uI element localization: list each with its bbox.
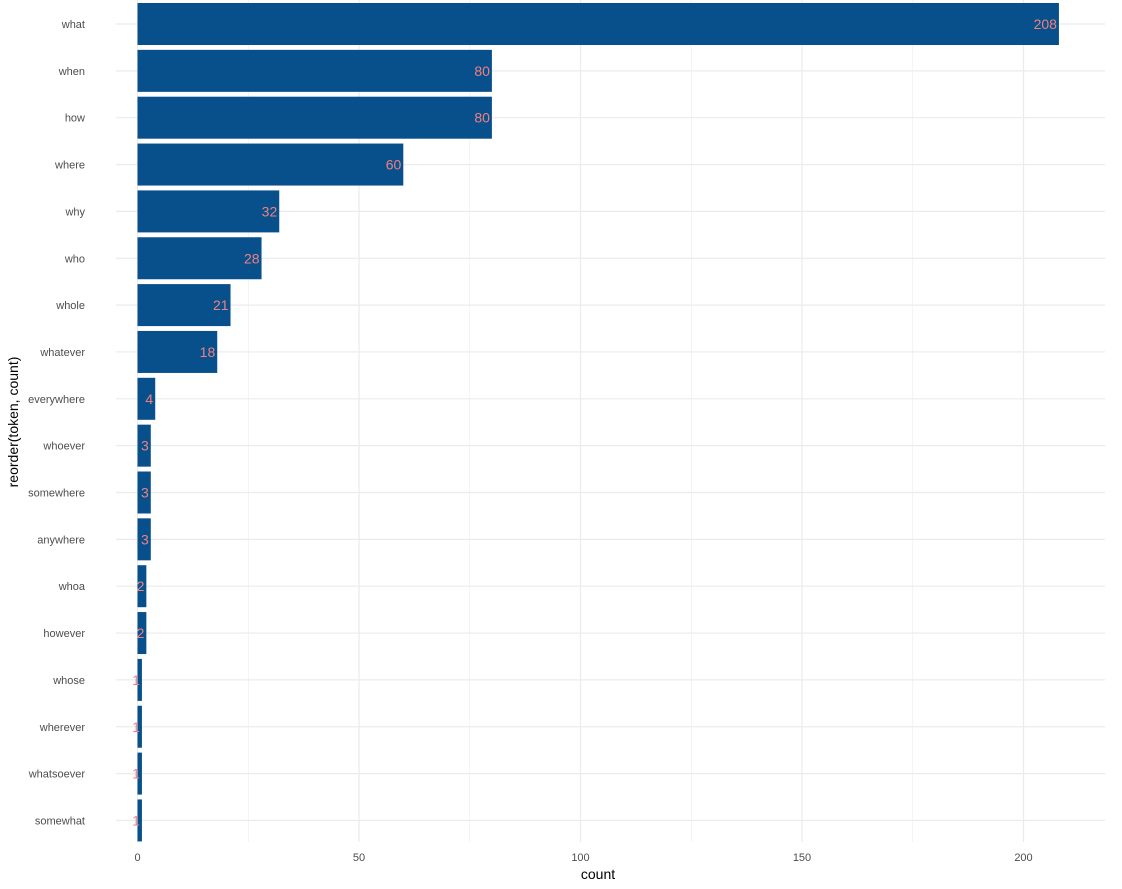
- data-label-what: 208: [1034, 16, 1058, 32]
- data-label-everywhere: 4: [145, 391, 153, 407]
- bar-when: [137, 49, 492, 92]
- data-label-whatever: 18: [200, 344, 216, 360]
- data-label-why: 32: [262, 203, 278, 219]
- data-label-somewhat: 1: [132, 812, 140, 828]
- data-label-whatsoever: 1: [132, 766, 140, 782]
- bar-everywhere: [137, 377, 156, 420]
- bar-whatever: [137, 330, 218, 373]
- y-tick-label: why: [64, 206, 85, 218]
- bar-whoever: [137, 424, 151, 467]
- y-tick-label: how: [65, 113, 85, 125]
- x-axis-tick-labels: 0 50 100 150 200: [134, 852, 1032, 864]
- bar-where: [137, 143, 404, 186]
- y-tick-label: somewhere: [28, 488, 85, 500]
- y-tick-label: who: [64, 253, 85, 265]
- bar-wherever: [137, 705, 142, 748]
- x-tick-label: 50: [353, 852, 365, 864]
- data-label-whose: 1: [132, 672, 140, 688]
- bars: [137, 3, 1059, 842]
- y-tick-label: where: [54, 160, 85, 172]
- data-label-somewhere: 3: [141, 485, 149, 501]
- data-label-wherever: 1: [132, 719, 140, 735]
- y-tick-label: what: [61, 19, 85, 31]
- data-label-whole: 21: [213, 297, 229, 313]
- y-tick-label: whatsoever: [28, 769, 86, 781]
- y-tick-label: whoever: [42, 441, 85, 453]
- x-tick-label: 150: [793, 852, 811, 864]
- bar-whoa: [137, 565, 147, 608]
- bar-somewhere: [137, 471, 151, 514]
- bar-whatsoever: [137, 752, 142, 795]
- bar-what: [137, 3, 1059, 45]
- data-label-however: 2: [137, 625, 145, 641]
- data-label-anywhere: 3: [141, 531, 149, 547]
- bar-somewhat: [137, 799, 142, 842]
- y-tick-label: anywhere: [37, 534, 85, 546]
- data-label-who: 28: [244, 250, 260, 266]
- bar-who: [137, 237, 262, 280]
- bar-how: [137, 96, 492, 139]
- data-label-when: 80: [474, 63, 490, 79]
- x-tick-label: 100: [571, 852, 589, 864]
- data-label-where: 60: [386, 157, 402, 173]
- data-label-how: 80: [474, 110, 490, 126]
- bar-why: [137, 190, 280, 233]
- y-tick-label: whole: [55, 300, 85, 312]
- bar-whose: [137, 658, 142, 701]
- y-tick-label: however: [43, 628, 85, 640]
- bar-whole: [137, 284, 231, 327]
- data-label-whoever: 3: [141, 438, 149, 454]
- data-label-whoa: 2: [137, 578, 145, 594]
- y-tick-label: whoa: [58, 581, 86, 593]
- bar-however: [137, 612, 147, 655]
- bar-anywhere: [137, 518, 151, 561]
- y-tick-label: somewhat: [35, 815, 85, 827]
- y-tick-label: whose: [52, 675, 85, 687]
- y-axis-tick-labels: what when how where why who whole whatever every…: [28, 19, 86, 827]
- y-axis-title: reorder(token, count): [5, 357, 21, 488]
- x-tick-label: 0: [134, 852, 140, 864]
- y-tick-label: wherever: [39, 722, 86, 734]
- y-tick-label: when: [58, 66, 85, 78]
- x-axis-title: count: [581, 866, 615, 882]
- y-tick-label: everywhere: [28, 394, 85, 406]
- x-tick-label: 200: [1014, 852, 1032, 864]
- y-tick-label: whatever: [39, 347, 85, 359]
